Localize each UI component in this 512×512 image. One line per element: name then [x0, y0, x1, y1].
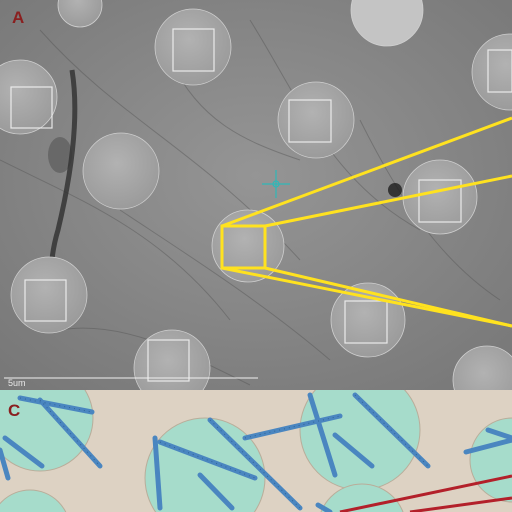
schematic-hole [469, 417, 512, 503]
target-square [344, 300, 388, 344]
zoom-box [220, 224, 267, 270]
target-square [418, 179, 462, 223]
hole [277, 81, 355, 159]
filaments [0, 392, 512, 512]
scale-bar-label: 5um [8, 378, 26, 388]
hole [471, 33, 512, 111]
micrograph-panel [0, 0, 512, 390]
hole [57, 0, 103, 28]
target-square [172, 28, 215, 72]
crosshair-cursor [262, 170, 290, 198]
micrograph-image [0, 0, 512, 390]
target-square [24, 279, 67, 322]
panel-letter-c: C [8, 401, 21, 420]
dark-particle [388, 183, 402, 197]
hole [133, 329, 211, 390]
target-square [10, 86, 53, 129]
hole [0, 59, 58, 135]
schematic-image [0, 390, 512, 512]
schematic-panel [0, 390, 512, 512]
target-square [487, 49, 512, 93]
schematic-hole [320, 483, 404, 512]
hole [154, 8, 232, 86]
hole [350, 0, 424, 47]
hole [330, 282, 406, 358]
schematic-hole [0, 489, 67, 512]
hole [82, 132, 160, 210]
red-callout-lines [339, 474, 512, 512]
target-square [147, 339, 190, 382]
panel-letter-a: A [12, 8, 25, 27]
zoom-callout [220, 116, 512, 328]
target-square [288, 99, 332, 143]
hole [10, 256, 88, 334]
hole [452, 345, 512, 390]
